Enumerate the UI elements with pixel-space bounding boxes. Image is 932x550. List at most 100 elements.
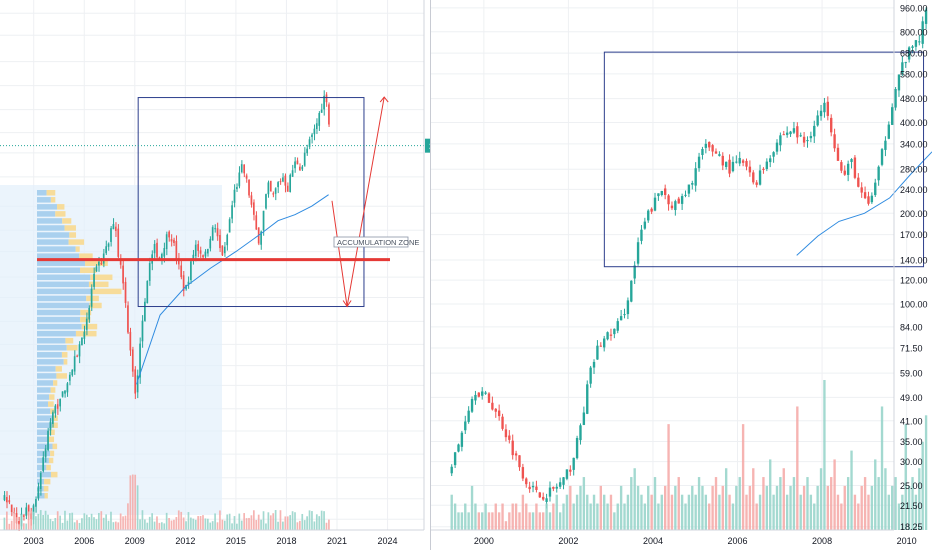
volume-profile-bar-down: [86, 295, 99, 302]
candle-body: [260, 231, 262, 245]
volume-profile-bar-up: [37, 204, 58, 210]
volume-bar: [792, 477, 796, 530]
volume-bar: [308, 510, 311, 530]
candle-body: [830, 117, 833, 133]
candle-body: [897, 74, 901, 91]
volume-bar: [83, 513, 86, 530]
candle-body: [165, 234, 168, 250]
volume-bar: [491, 512, 494, 530]
time-tick-label: 2009: [125, 536, 145, 546]
volume-bar: [231, 523, 233, 530]
candle-body: [197, 244, 199, 251]
candle-body: [93, 273, 95, 287]
candle-body: [758, 170, 762, 185]
candle-body: [765, 161, 769, 169]
volume-bar: [589, 503, 592, 530]
volume-bar: [477, 512, 481, 530]
candle-body: [921, 21, 924, 44]
candle-body: [813, 125, 816, 137]
candle-body: [112, 224, 115, 230]
volume-bar: [61, 522, 64, 530]
volume-bar: [494, 503, 497, 530]
price-tick-label: 170.00: [900, 230, 928, 240]
price-tick-label: 280.00: [900, 165, 928, 175]
volume-bar: [901, 494, 904, 530]
candle-body: [680, 196, 684, 204]
volume-bar: [704, 494, 708, 530]
candle-body: [114, 226, 117, 231]
volume-bar: [806, 477, 809, 530]
candle-body: [272, 193, 275, 195]
volume-bar: [535, 503, 538, 530]
volume-bar: [10, 520, 13, 530]
candle-body: [548, 487, 552, 497]
volume-profile-bar-up: [37, 471, 51, 478]
candle-body: [457, 444, 460, 452]
last-price-text: 380.15: [429, 142, 430, 152]
volume-profile-bar-up: [37, 274, 91, 281]
volume-bar: [238, 513, 241, 530]
pane-divider[interactable]: [430, 0, 431, 550]
volume-bar: [789, 485, 792, 530]
volume-bar: [175, 517, 178, 530]
candle-body: [136, 375, 139, 393]
volume-bar: [202, 515, 204, 530]
volume-bar: [255, 519, 258, 530]
candle-body: [3, 495, 6, 501]
right-chart-pane[interactable]: 960.00 800.00 680.00 580.00 480.00 400.00 340.…: [431, 0, 932, 550]
volume-bar: [528, 512, 531, 530]
range-rectangle: [603, 51, 925, 268]
volume-bar: [775, 485, 779, 530]
candle-body: [789, 131, 792, 135]
candle-body: [81, 337, 83, 346]
right-candlestick-chart[interactable]: 960.00 800.00 680.00 580.00 480.00 400.00 340.…: [431, 0, 932, 550]
price-tick-label: 240.00: [900, 185, 928, 195]
volume-bar: [711, 485, 714, 530]
volume-profile-bar-up: [37, 415, 53, 421]
candle-body: [748, 166, 752, 173]
volume-bar: [657, 503, 660, 530]
candle-body: [552, 486, 555, 489]
volume-bar: [39, 510, 42, 530]
volume-bar: [88, 517, 91, 530]
candle-body: [630, 280, 633, 302]
left-candlestick-chart[interactable]: ACCUMULATION ZONE380.151040.00880.00720.…: [0, 0, 430, 550]
volume-profile-bar-up: [37, 323, 82, 330]
volume-bar: [112, 522, 115, 530]
candle-body: [697, 156, 701, 169]
volume-bar: [59, 515, 61, 530]
candle-body: [558, 482, 562, 487]
range-rectangle: [137, 97, 365, 308]
candle-body: [279, 181, 282, 183]
candle-body: [914, 40, 918, 47]
volume-profile-bar-up: [37, 260, 86, 266]
volume-bar: [555, 494, 558, 530]
candle-body: [528, 486, 531, 490]
volume-bar: [274, 510, 277, 530]
volume-bar: [582, 477, 586, 530]
candle-body: [110, 228, 112, 242]
candle-body: [850, 159, 853, 163]
volume-profile-bar-up: [37, 337, 66, 344]
volume-bar: [90, 513, 93, 530]
candle-body: [640, 229, 643, 241]
candle-body: [49, 421, 52, 431]
volume-bar: [296, 522, 299, 530]
candle-body: [501, 416, 504, 429]
volume-bar: [843, 485, 846, 530]
candle-body: [477, 392, 481, 397]
volume-bar: [318, 516, 321, 530]
left-chart-pane[interactable]: ACCUMULATION ZONE380.151040.00880.00720.…: [0, 0, 430, 550]
accumulation-zone-label: ACCUMULATION ZONE: [333, 236, 419, 248]
volume-bar: [891, 485, 894, 530]
candle-body: [704, 143, 708, 148]
volume-bar: [640, 494, 643, 530]
candle-body: [626, 300, 630, 315]
candle-body: [619, 316, 623, 321]
candle-body: [315, 123, 318, 130]
candle-body: [884, 140, 887, 150]
volume-bar: [30, 510, 32, 530]
candle-body: [667, 195, 670, 205]
candle-body: [863, 192, 867, 199]
candle-body: [470, 398, 474, 412]
